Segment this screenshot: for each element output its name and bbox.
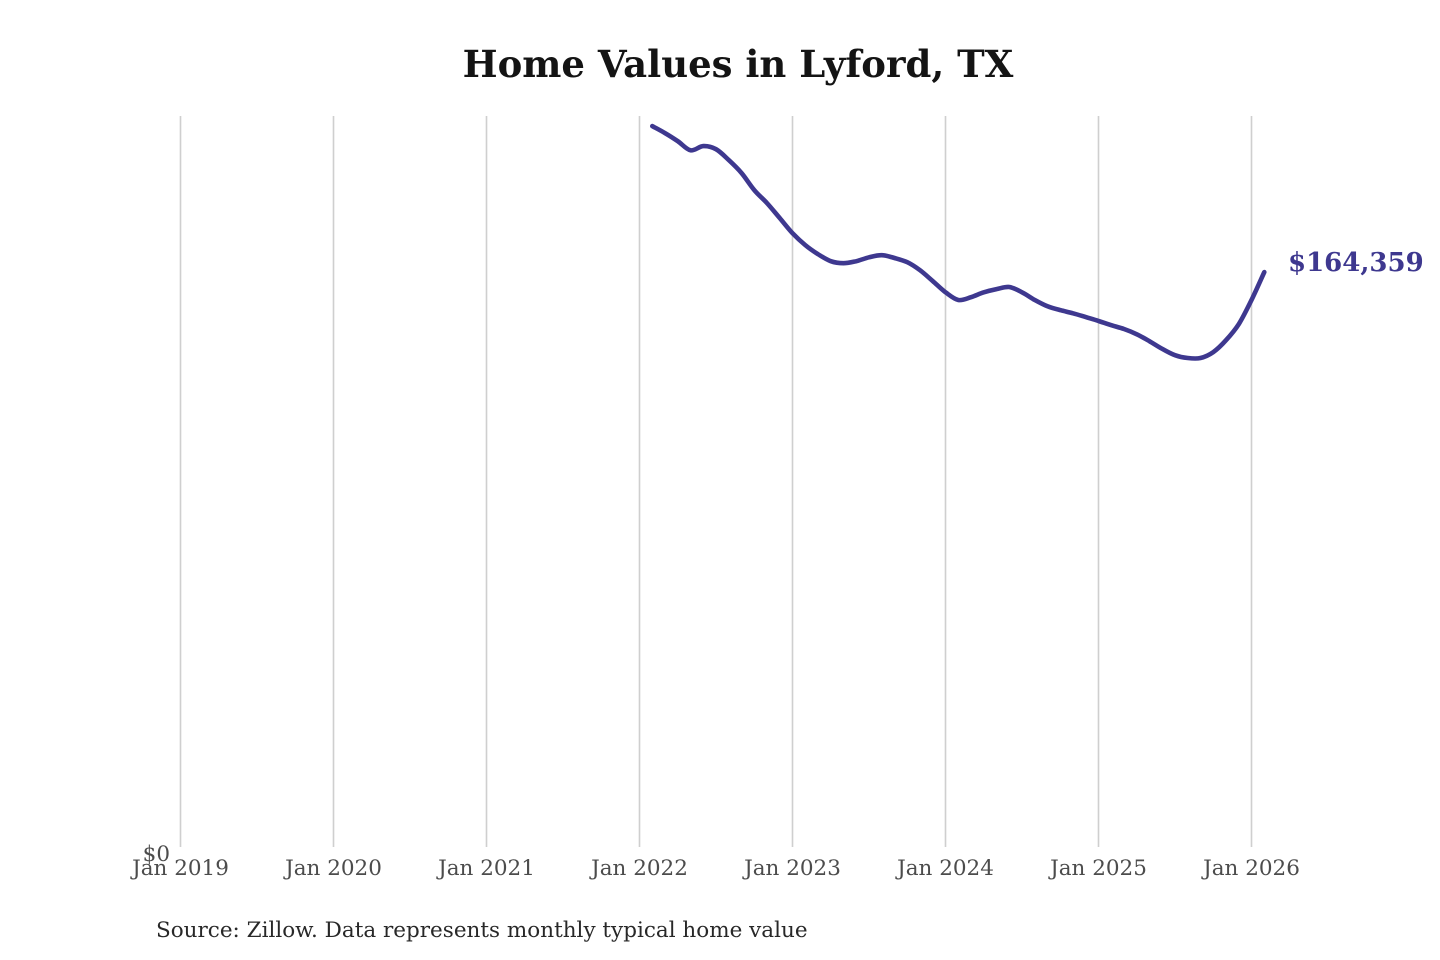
x-tick-label: Jan 2022 bbox=[591, 856, 688, 881]
chart-title: Home Values in Lyford, TX bbox=[462, 42, 1014, 86]
latest-value-label: $164,359 bbox=[1288, 248, 1424, 278]
gridlines bbox=[179, 116, 1253, 847]
x-tick-label: Jan 2021 bbox=[438, 856, 535, 881]
source-note: Source: Zillow. Data represents monthly … bbox=[156, 918, 808, 943]
y-axis-zero-tick-label: $0 bbox=[142, 842, 170, 867]
x-tick-label: Jan 2025 bbox=[1050, 856, 1147, 881]
x-tick-label: Jan 2024 bbox=[897, 856, 994, 881]
x-tick-label: Jan 2019 bbox=[132, 856, 229, 881]
x-tick-label: Jan 2020 bbox=[285, 856, 382, 881]
x-tick-label: Jan 2026 bbox=[1203, 856, 1300, 881]
home-value-line bbox=[650, 123, 1267, 361]
x-tick-label: Jan 2023 bbox=[744, 856, 841, 881]
